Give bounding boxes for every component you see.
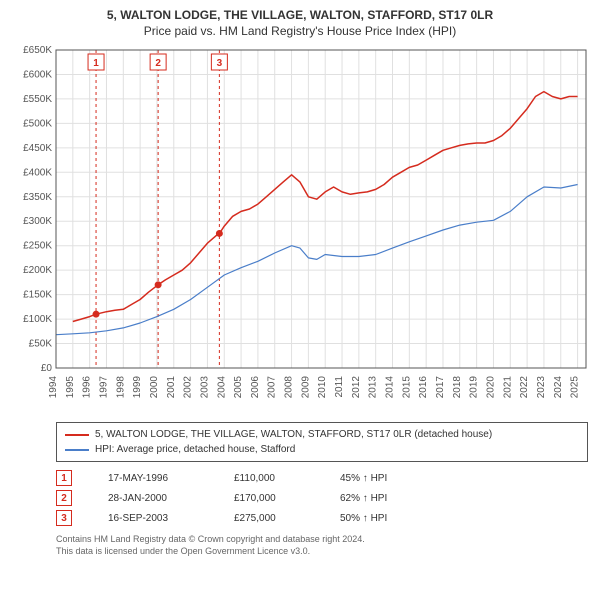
svg-text:2005: 2005: [233, 376, 244, 399]
legend-item: HPI: Average price, detached house, Staf…: [65, 442, 579, 457]
footer-attribution: Contains HM Land Registry data © Crown c…: [56, 534, 588, 557]
marker-number-box: 2: [56, 490, 72, 506]
svg-text:£400K: £400K: [23, 167, 52, 178]
svg-text:£450K: £450K: [23, 143, 52, 154]
svg-text:1994: 1994: [48, 376, 59, 399]
footer-line-1: Contains HM Land Registry data © Crown c…: [56, 534, 588, 546]
svg-text:2002: 2002: [183, 376, 194, 399]
svg-text:£650K: £650K: [23, 45, 52, 56]
legend-swatch: [65, 449, 89, 451]
svg-text:1996: 1996: [82, 376, 93, 399]
svg-text:2024: 2024: [553, 376, 564, 399]
svg-text:£50K: £50K: [29, 339, 53, 350]
svg-text:2021: 2021: [502, 376, 513, 399]
svg-text:2020: 2020: [485, 376, 496, 399]
svg-text:2006: 2006: [250, 376, 261, 399]
svg-text:2025: 2025: [570, 376, 581, 399]
svg-text:2013: 2013: [368, 376, 379, 399]
svg-text:£200K: £200K: [23, 265, 52, 276]
svg-text:2003: 2003: [199, 376, 210, 399]
svg-text:£300K: £300K: [23, 216, 52, 227]
svg-text:2015: 2015: [401, 376, 412, 399]
svg-text:2010: 2010: [317, 376, 328, 399]
chart-plot: £0 £50K £100K £150K £200K £250K £300K £350K £400…: [8, 44, 592, 414]
svg-text:2016: 2016: [418, 376, 429, 399]
marker-pct: 62% ↑ HPI: [340, 493, 420, 504]
svg-text:£350K: £350K: [23, 192, 52, 203]
svg-text:£500K: £500K: [23, 118, 52, 129]
svg-text:1: 1: [93, 58, 99, 69]
marker-date: 16-SEP-2003: [108, 513, 198, 524]
legend-label: 5, WALTON LODGE, THE VILLAGE, WALTON, ST…: [95, 427, 492, 442]
svg-text:£0: £0: [41, 363, 53, 374]
legend-item: 5, WALTON LODGE, THE VILLAGE, WALTON, ST…: [65, 427, 579, 442]
marker-number-box: 3: [56, 510, 72, 526]
title-line-1: 5, WALTON LODGE, THE VILLAGE, WALTON, ST…: [8, 8, 592, 22]
svg-text:£250K: £250K: [23, 241, 52, 252]
svg-text:2023: 2023: [536, 376, 547, 399]
svg-text:2008: 2008: [284, 376, 295, 399]
svg-text:2018: 2018: [452, 376, 463, 399]
marker-price: £110,000: [234, 473, 304, 484]
svg-text:£150K: £150K: [23, 290, 52, 301]
chart-svg: £0 £50K £100K £150K £200K £250K £300K £350K £400…: [8, 44, 592, 414]
svg-text:2014: 2014: [385, 376, 396, 399]
svg-text:2012: 2012: [351, 376, 362, 399]
svg-text:3: 3: [217, 58, 223, 69]
marker-row: 2 28-JAN-2000 £170,000 62% ↑ HPI: [56, 490, 588, 506]
svg-text:2001: 2001: [166, 376, 177, 399]
legend-label: HPI: Average price, detached house, Staf…: [95, 442, 295, 457]
svg-text:2009: 2009: [300, 376, 311, 399]
markers-table: 1 17-MAY-1996 £110,000 45% ↑ HPI 2 28-JAN-200…: [56, 470, 588, 526]
svg-text:2019: 2019: [469, 376, 480, 399]
legend-swatch: [65, 434, 89, 436]
marker-price: £275,000: [234, 513, 304, 524]
marker-price: £170,000: [234, 493, 304, 504]
svg-text:2000: 2000: [149, 376, 160, 399]
title-block: 5, WALTON LODGE, THE VILLAGE, WALTON, ST…: [8, 8, 592, 38]
svg-text:1998: 1998: [115, 376, 126, 399]
svg-text:2011: 2011: [334, 376, 345, 398]
svg-text:£550K: £550K: [23, 94, 52, 105]
svg-text:2: 2: [155, 58, 161, 69]
marker-pct: 45% ↑ HPI: [340, 473, 420, 484]
marker-pct: 50% ↑ HPI: [340, 513, 420, 524]
marker-row: 3 16-SEP-2003 £275,000 50% ↑ HPI: [56, 510, 588, 526]
legend-box: 5, WALTON LODGE, THE VILLAGE, WALTON, ST…: [56, 422, 588, 462]
marker-number-box: 1: [56, 470, 72, 486]
marker-row: 1 17-MAY-1996 £110,000 45% ↑ HPI: [56, 470, 588, 486]
svg-text:1995: 1995: [65, 376, 76, 399]
footer-line-2: This data is licensed under the Open Gov…: [56, 546, 588, 558]
svg-text:2017: 2017: [435, 376, 446, 399]
svg-text:1997: 1997: [98, 376, 109, 399]
svg-text:1999: 1999: [132, 376, 143, 399]
title-line-2: Price paid vs. HM Land Registry's House …: [8, 24, 592, 38]
svg-text:2022: 2022: [519, 376, 530, 399]
chart-container: 5, WALTON LODGE, THE VILLAGE, WALTON, ST…: [8, 8, 592, 557]
marker-date: 17-MAY-1996: [108, 473, 198, 484]
svg-text:2004: 2004: [216, 376, 227, 399]
svg-text:£100K: £100K: [23, 314, 52, 325]
svg-text:2007: 2007: [267, 376, 278, 399]
marker-date: 28-JAN-2000: [108, 493, 198, 504]
svg-text:£600K: £600K: [23, 69, 52, 80]
